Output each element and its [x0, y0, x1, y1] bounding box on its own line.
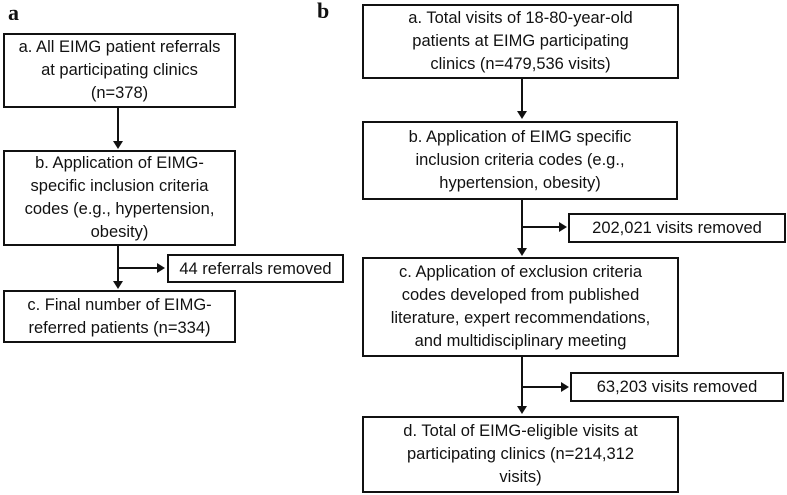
- arrow-down-icon: [517, 111, 527, 119]
- arrow-down-icon: [517, 248, 527, 256]
- branch-line: [522, 386, 561, 388]
- flow-box-b-exclusion-criteria: c. Application of exclusion criteria cod…: [362, 257, 679, 357]
- arrow-line: [521, 79, 523, 112]
- arrow-down-icon: [113, 141, 123, 149]
- arrow-right-icon: [561, 382, 569, 392]
- arrow-down-icon: [517, 406, 527, 414]
- panel-b-label: b: [317, 0, 330, 23]
- panel-a-label: a: [8, 0, 19, 25]
- arrow-line: [117, 107, 119, 142]
- flow-box-a-final-number: c. Final number of EIMG- referred patien…: [3, 290, 236, 343]
- arrow-line: [521, 357, 523, 407]
- arrow-line: [521, 200, 523, 249]
- flow-box-b-eligible-visits: d. Total of EIMG-eligible visits at part…: [362, 416, 679, 493]
- flow-box-b-visits-removed-1: 202,021 visits removed: [568, 213, 786, 243]
- flow-box-a-inclusion-criteria: b. Application of EIMG- specific inclusi…: [3, 150, 236, 246]
- flow-box-b-visits-removed-2: 63,203 visits removed: [570, 372, 784, 402]
- flow-box-a-referrals: a. All EIMG patient referrals at partici…: [3, 33, 236, 108]
- arrow-line: [117, 245, 119, 282]
- branch-line: [118, 267, 157, 269]
- arrow-right-icon: [157, 263, 165, 273]
- flow-box-b-total-visits: a. Total visits of 18-80-year-old patien…: [362, 4, 679, 79]
- branch-line: [522, 226, 559, 228]
- arrow-down-icon: [113, 281, 123, 289]
- flow-box-a-referrals-removed: 44 referrals removed: [167, 254, 344, 283]
- flow-box-b-inclusion-criteria: b. Application of EIMG specific inclusio…: [362, 121, 678, 200]
- arrow-right-icon: [559, 222, 567, 232]
